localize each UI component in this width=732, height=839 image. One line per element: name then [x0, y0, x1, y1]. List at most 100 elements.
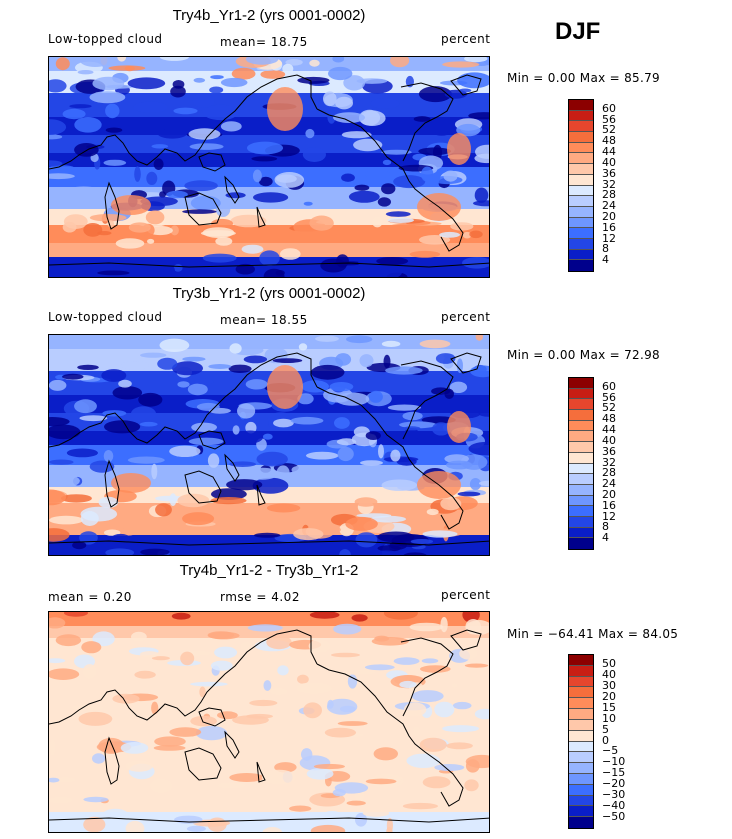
map-field-blob	[456, 123, 481, 137]
map-field-blob	[49, 658, 66, 664]
map-field-blob	[276, 465, 290, 480]
coastline	[450, 629, 482, 651]
map-field-blob	[140, 548, 170, 555]
map-field-blob	[439, 231, 460, 238]
map-field-blob	[49, 417, 70, 427]
map-field-blob	[206, 536, 234, 541]
map-field-blob	[332, 57, 345, 63]
map-field-blob	[362, 809, 390, 817]
map-field-blob	[479, 480, 489, 487]
map-field-blob	[202, 253, 237, 263]
map-field-blob	[289, 805, 312, 812]
map-field-blob	[315, 335, 339, 342]
map-field-blob	[335, 96, 353, 110]
map-field-blob	[457, 72, 489, 89]
map-field-blob	[174, 815, 203, 824]
colorbar-swatch	[569, 474, 593, 485]
map-field-blob	[55, 57, 70, 71]
map-field-blob	[245, 379, 268, 390]
panel-1-colorbar	[568, 99, 594, 272]
map-field-blob	[290, 416, 324, 425]
season-label: DJF	[555, 18, 601, 45]
map-field-blob	[273, 418, 294, 428]
map-field-blob	[157, 128, 187, 139]
map-field-blob	[354, 497, 378, 507]
panel-1-map	[48, 56, 490, 278]
colorbar-swatch	[569, 516, 593, 528]
map-field-blob	[261, 769, 296, 785]
map-field-blob	[464, 779, 479, 792]
colorbar-tick-label: −50	[602, 810, 626, 824]
map-field-blob	[450, 222, 474, 231]
panel-3-mean-label: mean = 0.20	[48, 590, 132, 604]
map-field-blob	[305, 128, 315, 139]
coastline	[184, 470, 222, 504]
map-field-blob	[251, 156, 278, 162]
map-field-blob	[252, 477, 289, 494]
map-field-blob	[163, 265, 175, 276]
colorbar-swatch	[569, 452, 593, 464]
map-field-blob	[256, 451, 288, 467]
map-field-blob	[169, 493, 177, 506]
map-field-blob	[422, 530, 458, 538]
map-field-blob	[249, 699, 278, 707]
map-field-band	[49, 626, 489, 638]
map-field-blob	[358, 257, 368, 268]
map-field-blob	[190, 681, 228, 687]
map-field-blob	[89, 91, 126, 104]
map-field-blob	[49, 668, 80, 680]
coastline	[224, 175, 240, 204]
map-field-blob	[464, 663, 489, 668]
map-field-blob	[127, 456, 165, 464]
map-field-blob	[217, 782, 246, 789]
map-field-blob	[302, 147, 326, 162]
colorbar-tick-label: 5	[602, 722, 609, 736]
colorbar-tick-label: 40	[602, 434, 616, 448]
map-field-blob	[341, 173, 355, 182]
map-field-blob	[79, 57, 111, 67]
map-field-blob	[297, 674, 309, 684]
panel-2-title: Try3b_Yr1-2 (yrs 0001-0002)	[172, 285, 366, 302]
map-field-blob	[154, 736, 186, 747]
map-field-blob	[334, 417, 350, 429]
map-field-blob	[83, 796, 109, 803]
map-field-blob	[434, 764, 465, 771]
colorbar-swatch	[569, 442, 593, 453]
map-field-blob	[112, 386, 143, 400]
colorbar-swatch	[569, 100, 593, 111]
map-field-blob	[442, 725, 480, 733]
colorbar-tick-label: 4	[602, 253, 609, 267]
map-field-blob	[229, 773, 265, 782]
colorbar-tick-label: 8	[602, 520, 609, 534]
coastline	[316, 386, 464, 530]
map-field-blob	[54, 776, 76, 783]
coastline	[49, 629, 318, 725]
map-field-band	[49, 812, 489, 832]
panel-3-map-field	[49, 612, 489, 832]
map-field-blob	[83, 223, 103, 237]
panel-2-map-field	[49, 335, 489, 555]
map-field-blob	[306, 768, 334, 780]
map-field-blob	[277, 665, 289, 676]
colorbar-tick-label: 60	[602, 380, 616, 394]
colorbar-swatch	[569, 495, 593, 507]
map-field-blob	[210, 75, 224, 80]
map-field-blob	[104, 529, 121, 536]
map-field-blob	[451, 683, 458, 689]
map-field-blob	[97, 270, 130, 276]
map-field-blob	[188, 128, 221, 140]
map-field-blob	[422, 776, 451, 789]
colorbar-tick-label: 24	[602, 477, 616, 491]
map-field-blob	[171, 612, 191, 620]
coastline	[49, 262, 489, 268]
coastline	[184, 747, 222, 781]
map-field-blob	[393, 657, 420, 665]
map-field-blob	[358, 109, 381, 126]
map-field-blob	[49, 515, 84, 525]
map-field-blob	[211, 488, 247, 500]
panel-3-title: Try4b_Yr1-2 - Try3b_Yr1-2	[179, 562, 359, 579]
map-field-blob	[434, 701, 455, 718]
colorbar-swatch	[569, 185, 593, 197]
map-field-blob	[62, 373, 84, 380]
map-field-blob	[169, 727, 202, 737]
